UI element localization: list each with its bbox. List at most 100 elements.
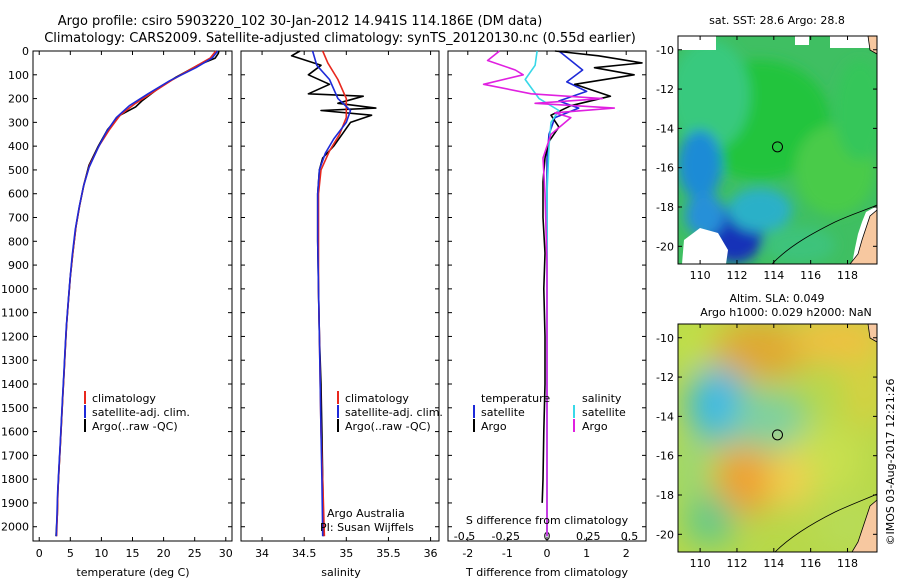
y-tick-label: 300: [8, 116, 29, 129]
y-tick-label: 2000: [1, 521, 29, 534]
x-tick-label: -2: [462, 547, 473, 560]
map-x-tick-label: 114: [763, 269, 784, 282]
x-tick-label: -1: [502, 547, 513, 560]
tdiff-xlabel: T difference from climatology: [465, 566, 628, 579]
legend-label-satellite: satellite-adj. clim.: [345, 406, 443, 419]
map-y-tick-label: -12: [656, 83, 674, 96]
map-y-tick-label: -18: [656, 489, 674, 502]
legend-title-salinity: salinity: [582, 392, 622, 405]
figure-title-line2: Climatology: CARS2009. Satellite-adjuste…: [44, 31, 636, 46]
map-y-tick-label: -16: [656, 162, 674, 175]
sst-map-field: [678, 36, 877, 264]
map-x-tick-label: 114: [763, 557, 784, 570]
map-y-tick-label: -10: [656, 332, 674, 345]
y-tick-label: 1800: [1, 473, 29, 486]
s-tick-label: -0.5: [454, 530, 475, 543]
map-x-tick-label: 118: [837, 557, 858, 570]
map-x-tick-label: 116: [800, 557, 821, 570]
map-x-tick-label: 110: [690, 269, 711, 282]
legend-label-sal-argo: Argo: [582, 420, 608, 433]
x-tick-label: 0: [544, 547, 551, 560]
y-tick-label: 1700: [1, 449, 29, 462]
temperature-panel-frame: [32, 50, 233, 542]
x-tick-label: 34: [255, 547, 269, 560]
sla-argo-location-marker: [772, 429, 783, 441]
y-tick-label: 1300: [1, 354, 29, 367]
x-tick-label: 30: [219, 547, 233, 560]
sla-map-frame: [677, 323, 878, 553]
map-y-tick-label: -12: [656, 371, 674, 384]
sst-argo-location-marker: [772, 141, 783, 153]
y-tick-label: 1600: [1, 426, 29, 439]
map-y-tick-label: -20: [656, 528, 674, 541]
x-tick-label: 10: [94, 547, 108, 560]
legend-label-climatology: climatology: [92, 392, 156, 405]
map-x-tick-label: 112: [726, 557, 747, 570]
x-tick-label: 15: [126, 547, 140, 560]
series-layer: [55, 50, 643, 537]
y-tick-label: 900: [8, 259, 29, 272]
y-tick-label: 600: [8, 188, 29, 201]
map-y-tick-label: -10: [656, 44, 674, 57]
x-tick-label: 5: [67, 547, 74, 560]
axes-layer: 0100200300400500600700800900100011001200…: [1, 45, 646, 560]
sst-map-frame: [677, 35, 878, 265]
sst-map-axes: 110 112 114 116 118 -10 -12 -14 -16 -18 -20: [656, 36, 877, 282]
y-tick-label: 800: [8, 235, 29, 248]
sst-map-title: sat. SST: 28.6 Argo: 28.8: [709, 14, 845, 27]
s-tick-label: 0.25: [576, 530, 601, 543]
temperature-xlabel: temperature (deg C): [76, 566, 189, 579]
sla-map-field: [678, 324, 877, 552]
x-tick-label: 35: [339, 547, 353, 560]
pi-note: PI: Susan Wijffels: [320, 521, 414, 534]
x-tick-label: 35.5: [376, 547, 401, 560]
salinity-legend: climatology satellite-adj. clim. Argo(..…: [337, 391, 443, 433]
map-x-tick-label: 112: [726, 269, 747, 282]
s-tick-label: 0: [544, 530, 551, 543]
x-tick-label: 0: [36, 547, 43, 560]
map-x-tick-label: 118: [837, 269, 858, 282]
legend-label-climatology: climatology: [345, 392, 409, 405]
y-tick-label: 1900: [1, 497, 29, 510]
legend-label-temp-satellite: satellite: [481, 406, 525, 419]
legend-label-sal-satellite: satellite: [582, 406, 626, 419]
y-tick-label: 500: [8, 164, 29, 177]
argo-australia-note: Argo Australia: [327, 507, 405, 520]
map-y-tick-label: -14: [656, 122, 674, 135]
legend-label-argo: Argo(..raw -QC): [92, 420, 178, 433]
y-tick-label: 700: [8, 212, 29, 225]
y-tick-label: 0: [22, 45, 29, 58]
x-tick-label: 2: [623, 547, 630, 560]
difference-legend: temperature salinity satellite Argo sate…: [473, 392, 626, 433]
legend-label-argo: Argo(..raw -QC): [345, 420, 431, 433]
x-tick-label: 20: [157, 547, 171, 560]
x-tick-label: 34.5: [292, 547, 317, 560]
figure-title-line1: Argo profile: csiro 5903220_102 30-Jan-2…: [58, 14, 543, 29]
x-tick-label: 25: [188, 547, 202, 560]
s-tick-label: 0.5: [621, 530, 639, 543]
sla-map-title-line1: Altim. SLA: 0.049: [729, 292, 824, 305]
y-tick-label: 100: [8, 69, 29, 82]
temperature-legend: climatology satellite-adj. clim. Argo(..…: [84, 391, 190, 433]
map-x-tick-label: 110: [690, 557, 711, 570]
salinity-xlabel: salinity: [321, 566, 361, 579]
map-y-tick-label: -14: [656, 410, 674, 423]
imos-timestamp: ©IMOS 03-Aug-2017 12:21:26: [884, 379, 897, 546]
sla-map-title-line2: Argo h1000: 0.029 h2000: NaN: [700, 306, 872, 319]
legend-label-temp-argo: Argo: [481, 420, 507, 433]
y-tick-label: 1100: [1, 307, 29, 320]
y-tick-label: 1400: [1, 378, 29, 391]
y-tick-label: 400: [8, 140, 29, 153]
series-salinity-argo: [482, 50, 616, 537]
y-tick-label: 1200: [1, 330, 29, 343]
y-tick-label: 1500: [1, 402, 29, 415]
legend-label-satellite: satellite-adj. clim.: [92, 406, 190, 419]
s-tick-label: -0.25: [492, 530, 520, 543]
x-tick-label: 36: [424, 547, 438, 560]
y-tick-label: 1000: [1, 283, 29, 296]
map-y-tick-label: -18: [656, 201, 674, 214]
sla-map-axes: 110 112 114 116 118 -10 -12 -14 -16 -18 -20: [656, 324, 877, 570]
map-y-tick-label: -16: [656, 450, 674, 463]
map-x-tick-label: 116: [800, 269, 821, 282]
